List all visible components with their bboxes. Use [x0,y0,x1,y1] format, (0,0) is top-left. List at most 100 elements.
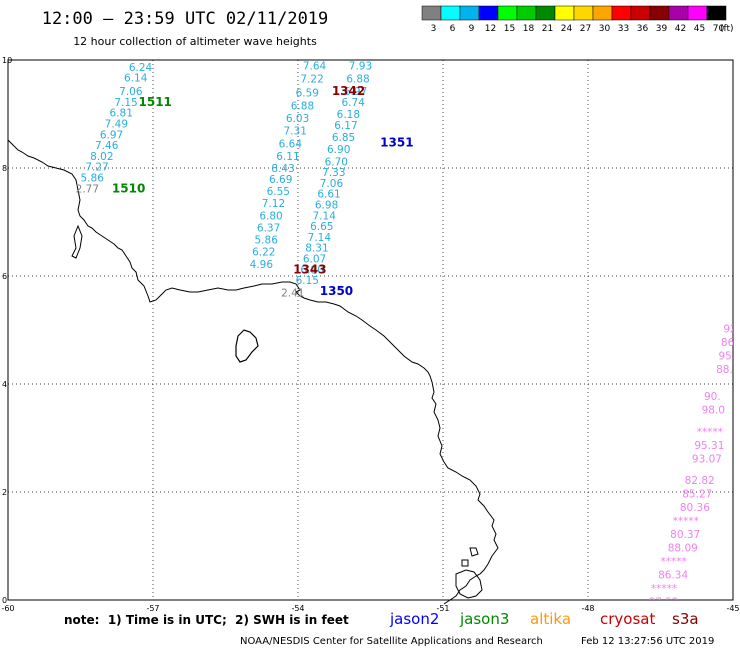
wave-height-label: 6.55 [267,186,290,198]
pass-time-label: 1510 [112,181,145,195]
wave-height-label: 2.77 [76,183,99,195]
y-tick-label: 6 [2,272,7,281]
legend-bin-label: 3 [431,24,437,34]
legend-bin-label: 21 [542,24,553,34]
legend-bin-label: 18 [523,24,535,34]
wave-height-label: 8.02 [90,151,113,163]
y-tick-label: 10 [2,56,12,65]
wave-height-label: 7.46 [95,140,119,152]
satellite-legend: jason2 jason3 altika cryosat s3a [389,610,699,628]
marajo-island [455,569,483,599]
wave-height-label: 5.86 [255,235,279,247]
wave-height-label: 6.70 [325,156,348,168]
wave-height-label: 7.15 [114,97,137,109]
wave-height-label: 4.96 [250,259,274,271]
legend-bin-label: 42 [675,24,686,34]
legend-bin-label: 36 [637,24,649,34]
wave-height-label: 8.31 [305,243,328,255]
wave-height-label: 6.74 [342,97,366,109]
legend-unit: (ft) [720,24,734,34]
wave-height-label: 7.27 [85,162,108,174]
axis-tick-labels: -60 -57 -54 -51 -48 -45 0 2 4 6 8 10 [1,56,739,613]
legend-swatch [573,5,594,21]
wave-height-label: 6.18 [337,109,360,121]
satellite-name: cryosat [600,610,655,628]
wave-height-label: ***** [661,556,687,568]
pass-time-label: 1342 [332,84,365,98]
legend-bin-label: 9 [469,24,475,34]
wave-height-label: 6.69 [269,174,292,186]
wave-height-label: 7.14 [308,232,332,244]
wave-height-label: 6.88 [291,101,314,113]
y-tick-label: 0 [2,596,7,605]
wave-height-label: 95 [719,351,732,363]
wave-height-label: 6.07 [303,254,326,266]
wave-height-label: ***** [651,583,677,595]
x-tick-label: -54 [291,604,304,613]
wave-height-label: 6.61 [317,189,340,201]
satellite-name: s3a [672,610,699,628]
credit-line: NOAA/NESDIS Center for Satellite Applica… [240,636,543,647]
x-tick-label: -45 [726,604,739,613]
wave-height-label: 6.97 [100,129,123,141]
coastline [7,139,499,605]
wave-height-label: 2.41 [281,288,304,300]
wave-height-label: 6.11 [276,151,299,163]
wave-height-label: 7.06 [119,86,143,98]
wave-height-label: 7.64 [303,61,327,73]
wave-height-label: 7.22 [300,74,323,86]
figure-title: 12:00 – 23:59 UTC 02/11/2019 [42,9,329,29]
south-america-coastline [7,139,499,605]
legend-bin-label: 27 [580,24,591,34]
color-legend: 3 6 9 12 15 18 21 24 27 30 33 36 39 42 45 70(ft) [421,5,734,34]
satellite-name: jason2 [389,610,439,628]
legend-swatch [630,5,651,21]
legend-bin-label: 24 [561,24,573,34]
wave-height-label: 7.31 [284,126,307,138]
legend-swatch [554,5,575,21]
figure-subtitle: 12 hour collection of altimeter wave hei… [73,35,317,48]
y-tick-label: 4 [2,380,7,389]
brokopondo-lake [235,329,259,363]
wave-height-label: 86 [721,337,735,349]
pass-time-label: 1350 [320,284,353,298]
legend-swatch [649,5,670,21]
wave-height-label: 6.98 [315,200,338,212]
footnote: note: 1) Time is in UTC; 2) SWH is in fe… [64,613,349,627]
x-tick-label: -57 [146,604,159,613]
legend-bin-label: 12 [485,24,496,34]
wave-height-label: ***** [697,426,723,438]
wave-height-label: 92 [723,324,736,336]
wave-height-label: 88.09 [668,542,698,554]
wave-height-label: 6.90 [327,144,350,156]
pass-time-label: 1351 [380,135,413,149]
legend-swatch [611,5,632,21]
wave-height-label: 6.85 [332,132,355,144]
wave-height-label: 7.49 [105,119,128,131]
wave-height-label: 5.86 [81,173,105,185]
wave-height-label: 98.0 [702,405,725,417]
legend-swatch [516,5,537,21]
legend-bin-label: 30 [599,24,611,34]
satellite-name: altika [530,610,571,628]
wave-height-label: 87.52 [648,596,678,608]
wave-height-label: 6.15 [296,275,319,287]
wave-height-label: 7.12 [262,198,285,210]
legend-swatch [440,5,461,21]
legend-bin-label: 6 [450,24,456,34]
wave-height-label: 82.82 [685,475,715,487]
wave-height-label: 7.14 [313,210,337,222]
wave-height-label: 6.97 [344,86,367,98]
wave-height-label: 80.37 [670,529,700,541]
pass-time-labels: 1511 1510 1351 1350 1342 1343 [112,84,414,298]
satellite-name: jason3 [459,610,509,628]
legend-swatch [535,5,556,21]
wave-height-label: 7.93 [349,61,372,73]
x-tick-label: -60 [1,604,14,613]
legend-bin-label: 15 [504,24,515,34]
wave-height-label: 6.88 [346,74,369,86]
x-tick-label: -51 [436,604,449,613]
wave-height-label: 95.31 [694,440,724,452]
legend-swatch [478,5,499,21]
wave-height-label: 6.37 [257,223,280,235]
